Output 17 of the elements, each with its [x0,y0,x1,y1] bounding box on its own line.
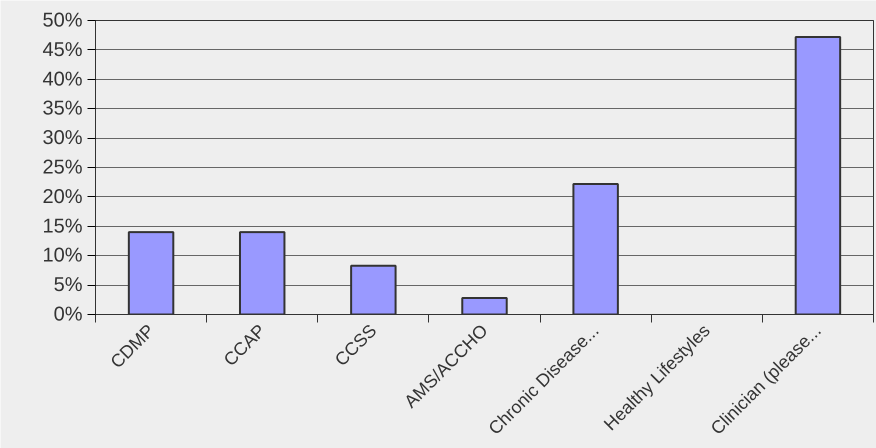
bar [572,182,619,314]
y-tick-label: 50% [42,10,83,32]
bar [461,297,508,314]
y-tick-label: 10% [42,244,83,267]
y-tick-label: 5% [54,274,83,296]
y-tick-label: 20% [42,186,83,208]
y-tick-label: 0% [54,304,83,326]
y-tick-label: 40% [42,68,83,90]
bar [128,231,174,314]
y-tick-label: 25% [42,156,83,178]
bar [238,231,286,314]
bar [350,264,397,314]
y-tick-label: 15% [42,215,83,238]
y-tick-label: 30% [42,127,83,150]
y-tick-label: 35% [42,98,83,120]
bar [794,36,842,314]
y-tick-label: 45% [42,38,83,61]
